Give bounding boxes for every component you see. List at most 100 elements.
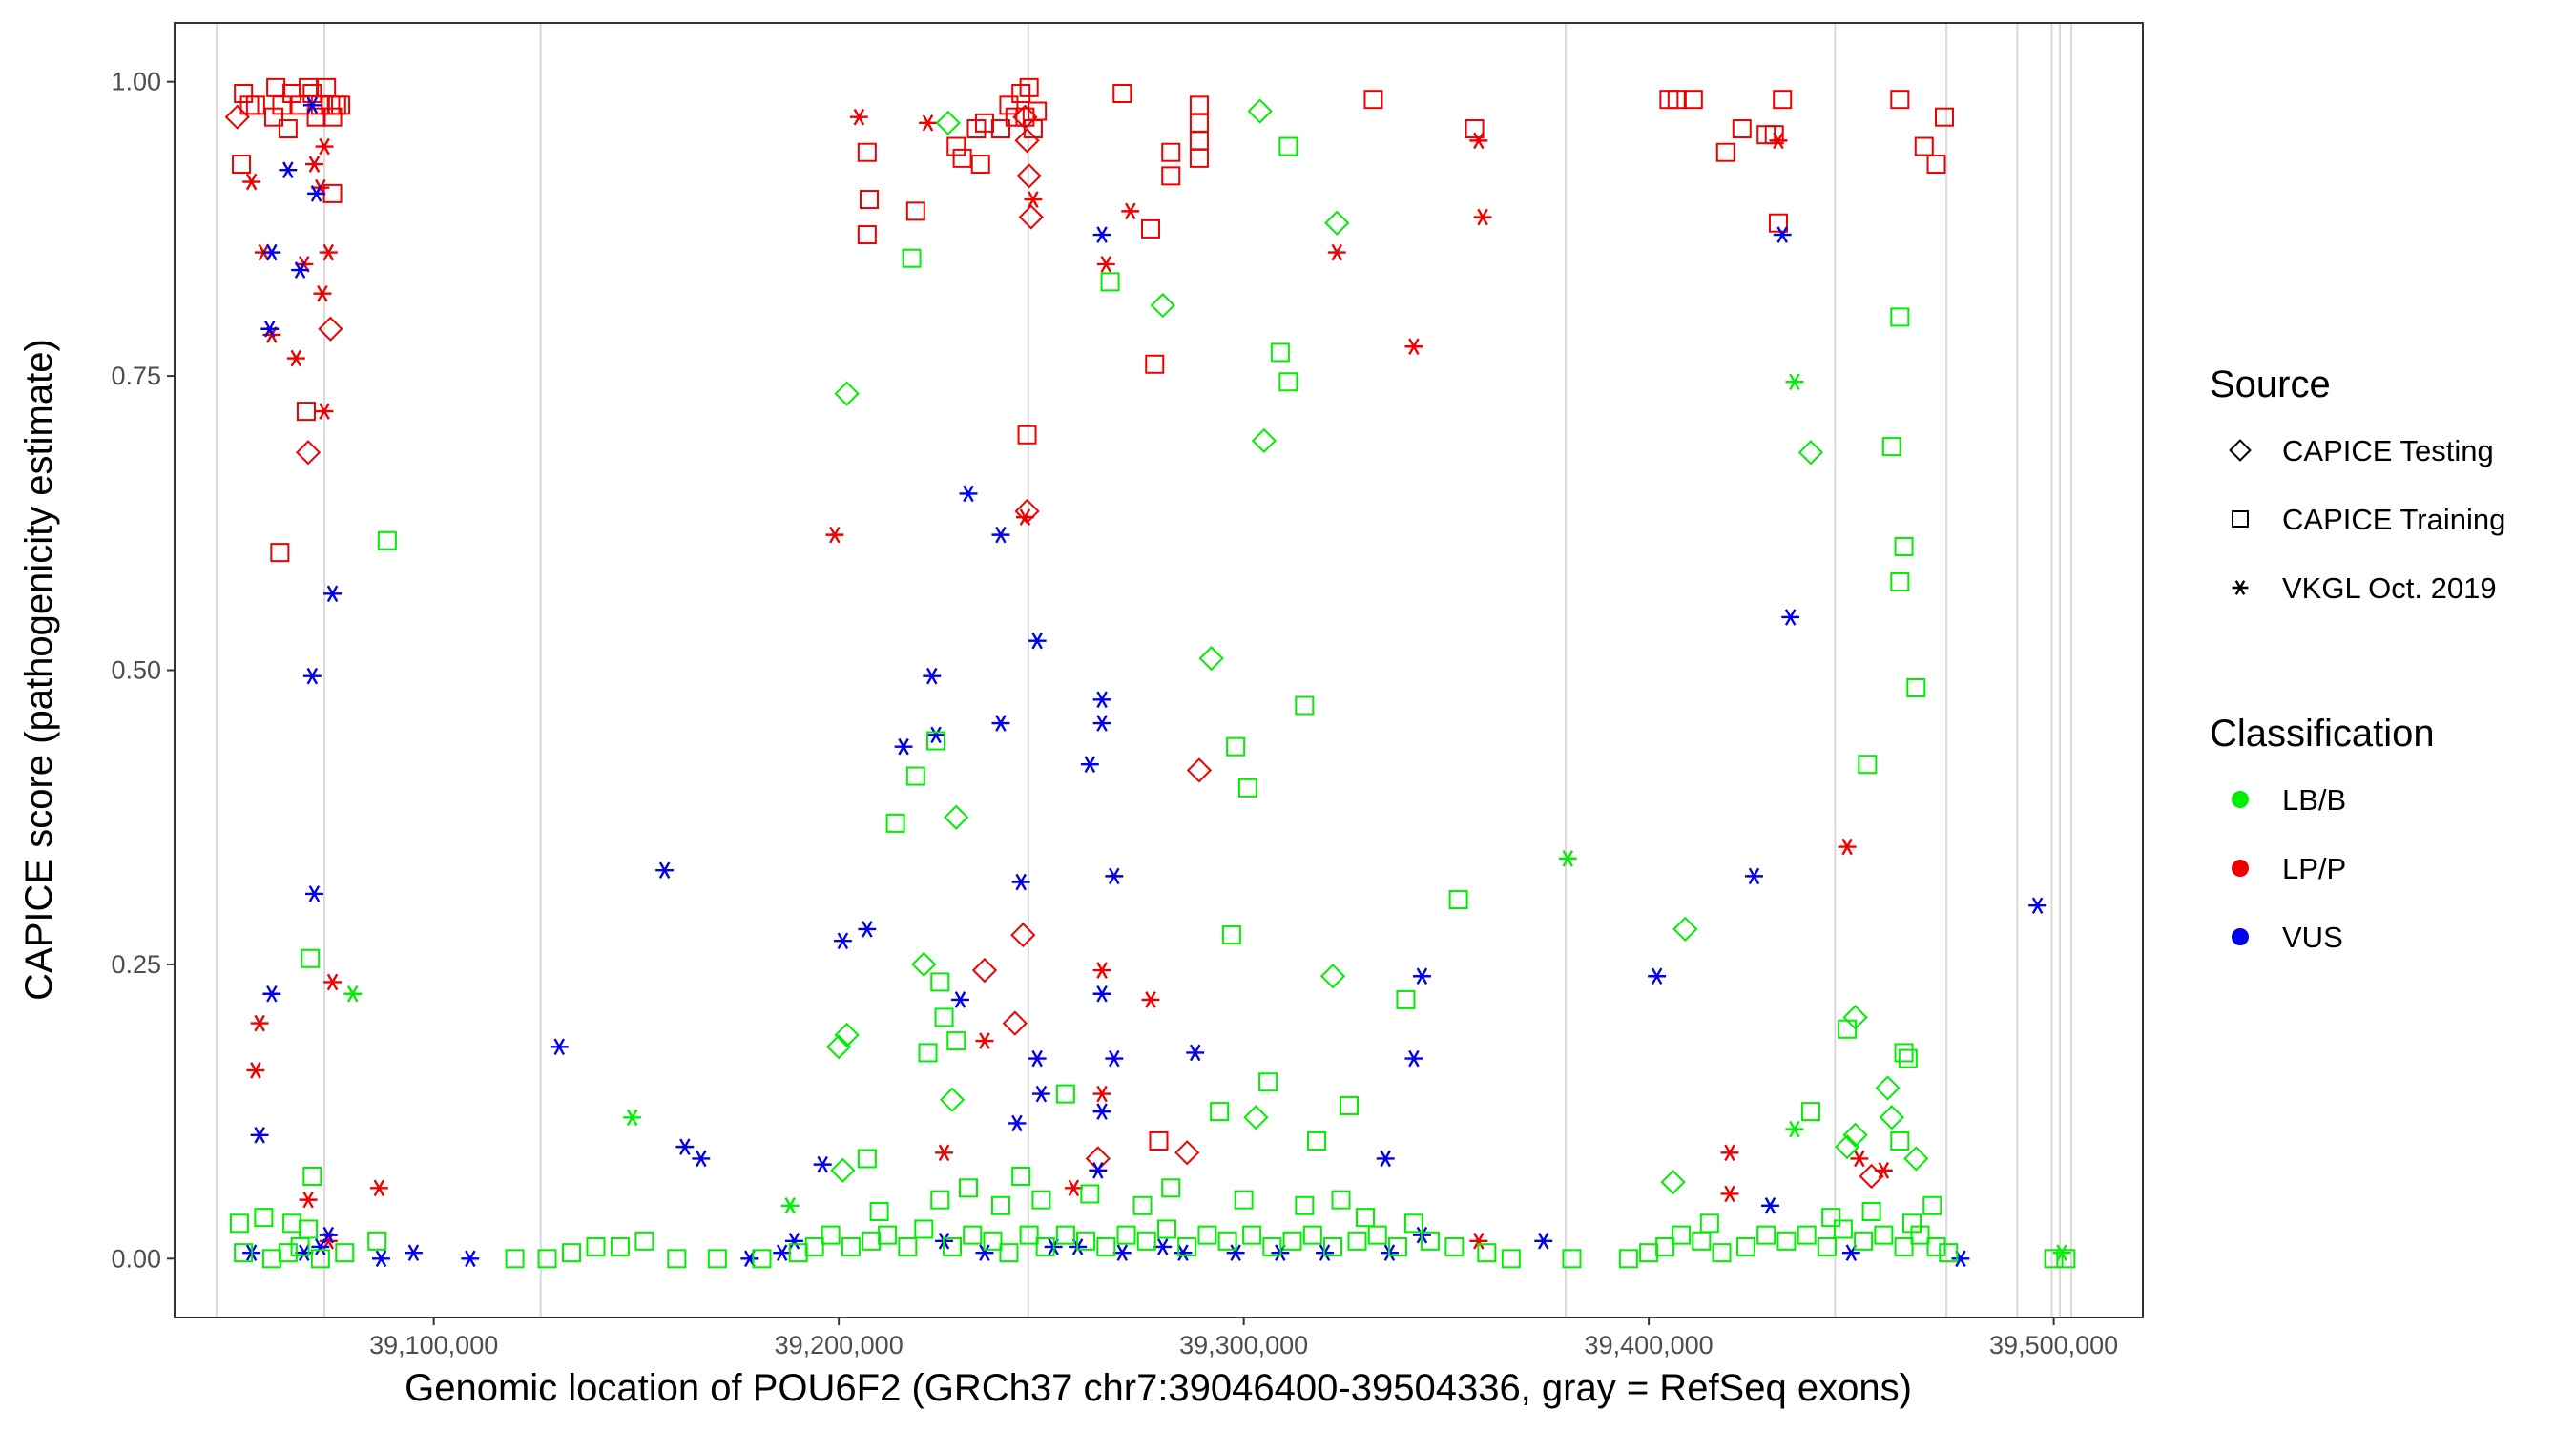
point-lb-b-square: [1854, 1231, 1874, 1251]
point-lb-b-diamond: [944, 804, 969, 830]
point-lp-p-star: [849, 108, 868, 126]
point-lp-p-square: [1005, 107, 1025, 127]
legend-class-item: LP/P: [2232, 852, 2346, 885]
point-vus-star: [655, 861, 675, 880]
point-lp-p-square: [1667, 90, 1687, 110]
y-tick-label: 0.25: [111, 950, 161, 979]
point-lb-b-square: [1019, 1225, 1039, 1245]
point-lb-b-square: [1347, 1231, 1367, 1251]
point-lb-b-square: [1655, 1236, 1675, 1256]
point-vus-star: [295, 1244, 314, 1261]
point-vus-star: [1092, 715, 1111, 732]
point-lp-p-square: [1890, 90, 1910, 110]
point-lb-b-square: [229, 1213, 249, 1234]
x-axis-title: Genomic location of POU6F2 (GRCh37 chr7:…: [405, 1367, 1912, 1409]
point-vus-star: [1028, 1049, 1047, 1068]
legend-class-label: LP/P: [2282, 852, 2346, 885]
legend-source-title: Source: [2210, 363, 2331, 405]
point-vus-star: [1412, 967, 1431, 985]
point-lb-b-square: [1562, 1249, 1582, 1269]
point-lb-b-square: [804, 1236, 824, 1256]
point-lp-p-star: [1092, 962, 1111, 979]
point-lb-b-square: [905, 766, 925, 786]
point-vus-star: [1008, 1114, 1027, 1132]
point-lb-b-diamond: [834, 381, 860, 406]
point-lb-b-square: [1197, 1225, 1217, 1245]
point-lb-b-diamond: [1660, 1170, 1686, 1195]
point-vus-star: [1105, 867, 1124, 885]
x-tick-label: 39,300,000: [1179, 1331, 1308, 1359]
point-lb-b-square: [841, 1236, 861, 1256]
point-lp-p-diamond: [295, 440, 322, 466]
point-lb-b-square: [1055, 1225, 1075, 1245]
point-lb-b-square: [1302, 1225, 1322, 1245]
point-lb-b-diamond: [1835, 1134, 1860, 1160]
point-lp-p-star: [315, 137, 334, 156]
point-vus-star: [279, 161, 298, 178]
point-lb-b-square: [885, 813, 905, 833]
point-lb-b-diamond: [939, 1087, 966, 1112]
y-tick-label: 0.00: [111, 1244, 161, 1273]
point-lb-b-star: [623, 1109, 642, 1127]
point-lp-p-star: [250, 1014, 269, 1032]
point-lp-p-square: [306, 107, 326, 127]
point-lb-b-square: [537, 1249, 557, 1269]
point-lp-p-square: [1141, 218, 1161, 238]
point-lb-b-square: [1132, 1195, 1153, 1215]
point-lb-b-square: [1237, 778, 1257, 798]
point-lb-b-square: [1833, 1219, 1853, 1239]
point-lb-b-square: [1902, 1213, 1922, 1234]
point-lb-b-square: [1331, 1190, 1351, 1210]
axes: 0.00 0.25 0.50 0.75 1.00 39,100,000 39,200,000…: [111, 68, 2118, 1359]
point-lb-b-star: [780, 1197, 800, 1214]
point-lp-p-diamond: [1018, 204, 1044, 230]
point-vus-star: [1092, 226, 1111, 243]
point-lp-p-diamond: [1186, 757, 1213, 783]
point-lp-p-star: [1469, 132, 1488, 150]
legend-source-item: VKGL Oct. 2019: [2232, 571, 2497, 605]
point-lb-b-square: [898, 1236, 918, 1256]
point-lp-p-star: [315, 403, 334, 420]
point-vus-star: [372, 1250, 390, 1268]
point-lp-p-star: [299, 1191, 318, 1209]
point-lb-b-diamond: [1150, 292, 1175, 319]
point-lb-b-square: [1234, 1190, 1254, 1210]
point-lb-b-square: [926, 731, 946, 751]
legend-square-icon: [2232, 510, 2249, 528]
point-vus-star: [307, 185, 326, 202]
point-lb-b-square: [1323, 1236, 1343, 1256]
point-vus-star: [260, 320, 280, 338]
point-vus-star: [404, 1244, 423, 1261]
point-lb-b-square: [930, 972, 950, 992]
legend-class-item: LB/B: [2232, 783, 2346, 817]
point-vus-star: [461, 1250, 480, 1268]
point-lb-b-star: [343, 985, 363, 1003]
point-lp-p-star: [246, 1062, 265, 1079]
point-lb-b-square: [610, 1236, 630, 1256]
legend-diamond-icon: [2229, 439, 2252, 462]
point-lb-b-square: [1874, 1225, 1894, 1245]
point-lb-b-square: [1618, 1249, 1638, 1269]
point-lp-p-square: [905, 201, 925, 221]
point-vus-star: [894, 737, 913, 756]
point-lb-b-square: [914, 1219, 934, 1239]
point-lb-b-diamond: [826, 1034, 852, 1060]
point-vus-star: [250, 1127, 269, 1144]
point-vus-star: [302, 667, 322, 685]
point-lb-b-diamond: [911, 951, 937, 978]
point-lp-p-star: [1121, 202, 1140, 220]
point-lb-b-square: [1226, 736, 1246, 757]
point-lp-p-square: [1017, 425, 1037, 445]
point-lp-p-star: [1404, 338, 1423, 356]
point-lp-p-square: [245, 95, 265, 115]
point-lb-b-square: [1096, 1236, 1116, 1256]
point-lb-b-square: [1712, 1243, 1732, 1263]
point-lp-p-square: [1145, 354, 1165, 374]
point-lb-b-square: [1800, 1102, 1820, 1122]
point-vus-star: [1080, 756, 1099, 773]
point-lb-b-square: [1221, 925, 1241, 945]
point-lb-b-square: [310, 1249, 330, 1269]
point-lb-b-square: [1817, 1236, 1837, 1256]
point-lp-p-square: [1189, 148, 1209, 168]
